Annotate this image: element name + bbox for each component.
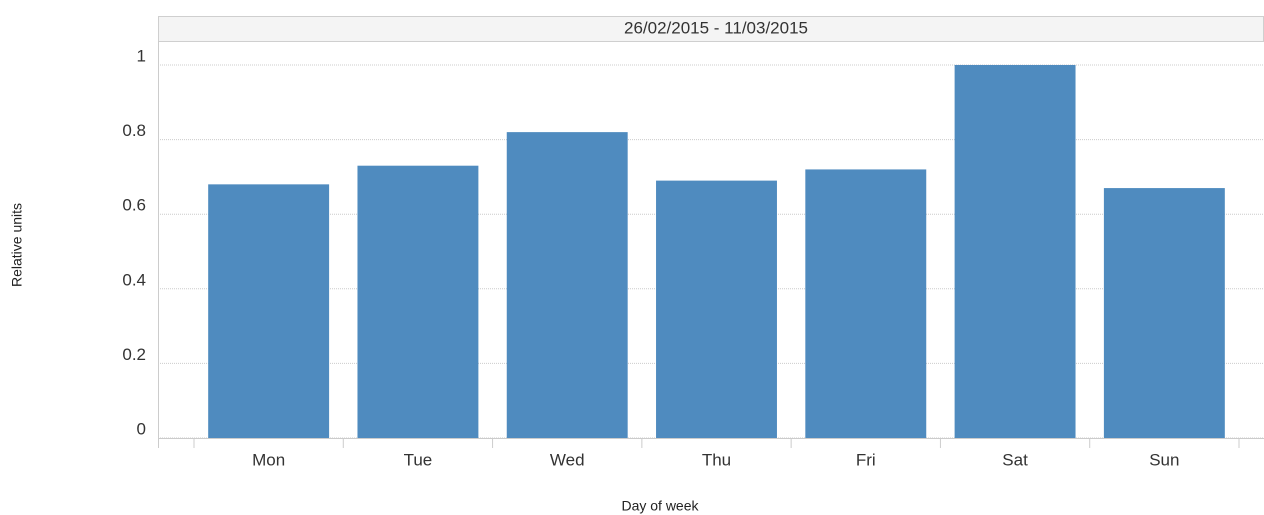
y-tick-label: 0 xyxy=(137,419,146,438)
y-tick-label: 0.4 xyxy=(122,270,146,289)
x-tick-label: Mon xyxy=(252,450,285,469)
x-tick-label: Thu xyxy=(702,450,731,469)
y-tick-label: 0.2 xyxy=(122,345,146,364)
x-tick-label: Wed xyxy=(550,450,585,469)
y-tick-label: 0.8 xyxy=(122,121,146,140)
x-axis-label: Day of week xyxy=(621,498,699,514)
y-tick-label: 1 xyxy=(137,46,146,65)
x-tick-label: Tue xyxy=(404,450,433,469)
y-tick-label: 0.6 xyxy=(122,196,146,215)
bar xyxy=(506,132,628,439)
bar xyxy=(954,64,1076,438)
title-strip xyxy=(158,16,1264,42)
bar xyxy=(1103,188,1225,438)
bar xyxy=(208,184,330,438)
x-tick-label: Fri xyxy=(856,450,876,469)
bar xyxy=(656,180,777,438)
x-tick-label: Sun xyxy=(1149,450,1179,469)
bar xyxy=(357,165,479,438)
x-tick-label: Sat xyxy=(1002,450,1028,469)
bar xyxy=(805,169,927,438)
y-axis-label: Relative units xyxy=(9,203,25,287)
chart-title: 26/02/2015 - 11/03/2015 xyxy=(624,18,808,37)
